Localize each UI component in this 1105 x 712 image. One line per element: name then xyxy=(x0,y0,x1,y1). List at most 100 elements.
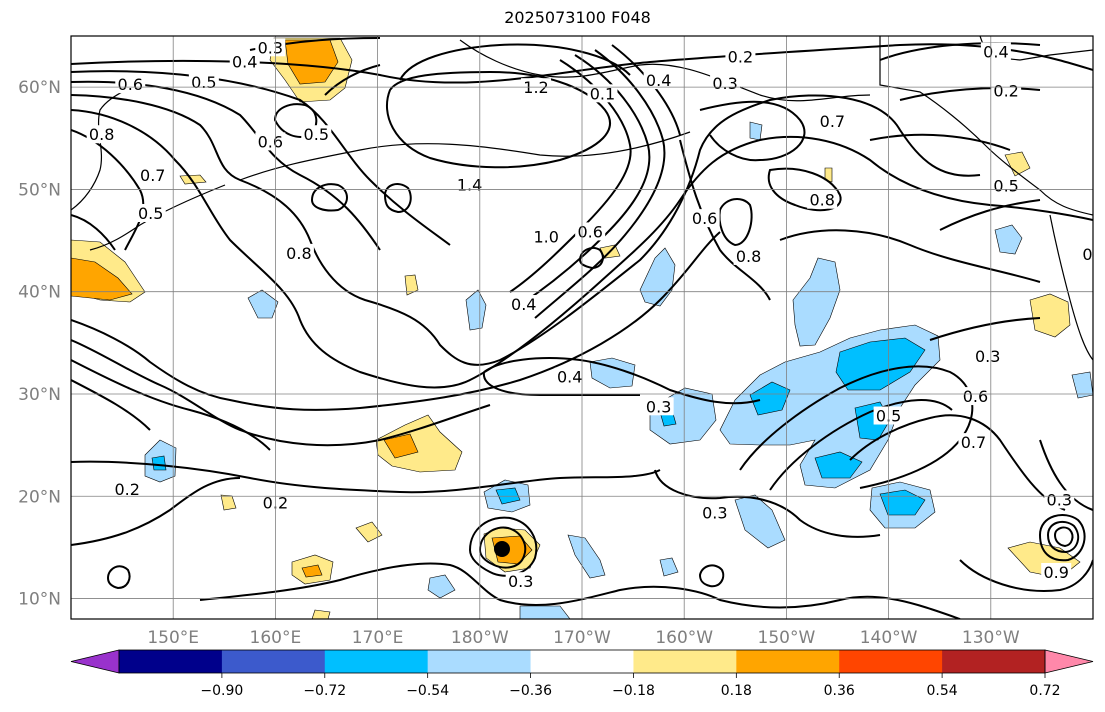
contour-line xyxy=(385,70,611,169)
contour-label-bg xyxy=(283,243,314,262)
contour-label: 0.3 xyxy=(508,572,533,591)
contour-line xyxy=(199,562,961,619)
contour-label-bg xyxy=(958,433,989,452)
contour-labels: 0.30.40.50.60.80.70.50.6 0.50.81.2 0.10.40… xyxy=(86,38,1105,591)
contour-label: 0.4 xyxy=(511,295,536,314)
contour-label-bg xyxy=(699,503,730,522)
contour-line xyxy=(482,371,640,397)
contour-label: 0.4 xyxy=(983,42,1008,61)
lat-tick-label: 60°N xyxy=(18,78,61,98)
shaded-area xyxy=(734,494,786,549)
lon-tick-label: 170°E xyxy=(352,628,404,648)
lon-tick-label: 160°W xyxy=(655,628,713,648)
contour-label: 0.9 xyxy=(1043,563,1068,582)
contour-label: 0.6 xyxy=(963,387,988,406)
lat-tick-label: 30°N xyxy=(18,385,61,405)
contour-label: 0.7 xyxy=(140,166,165,185)
contour-label-bg xyxy=(112,480,143,499)
contour-line xyxy=(71,460,661,494)
contour-label: 0.4 xyxy=(557,368,582,387)
lon-tick-label: 170°W xyxy=(553,628,611,648)
contour-label: 1.2 xyxy=(523,78,548,97)
contour-label-bg xyxy=(255,38,286,57)
shaded-area xyxy=(835,337,926,391)
contour-label-bg xyxy=(531,227,562,246)
contour-line xyxy=(699,100,806,162)
lon-tick-label: 130°W xyxy=(962,628,1020,648)
colorbar-segment xyxy=(839,650,943,673)
contour-label: 0.3 xyxy=(702,504,727,523)
contour-label: 0.5 xyxy=(304,125,329,144)
contour-line xyxy=(769,399,953,491)
contour-line xyxy=(929,317,1041,341)
contour-line xyxy=(1038,514,1086,562)
contour-label: 0.6 xyxy=(258,132,283,151)
contour-line xyxy=(698,564,725,588)
contour-label-bg xyxy=(454,175,485,194)
colorbar: −0.90 −0.72 −0.54 −0.36 −0.18 0.18 0.36 0.54 0.7… xyxy=(70,649,1094,699)
contour-label-bg xyxy=(255,132,286,151)
colorbar-extend-low xyxy=(70,649,120,674)
lon-tick-label: 150°E xyxy=(147,628,199,648)
contour-line xyxy=(534,49,666,319)
contour-line xyxy=(71,94,981,366)
shaded-negative-areas xyxy=(144,121,1093,619)
shaded-area xyxy=(151,455,167,471)
shaded-area xyxy=(301,564,323,578)
contour-label-bg xyxy=(643,71,674,90)
contour-label-bg xyxy=(710,74,741,93)
contour-line xyxy=(849,414,1066,511)
contour-line xyxy=(959,559,1093,592)
contour-line xyxy=(869,133,1011,151)
shaded-area xyxy=(792,257,841,347)
shaded-area xyxy=(311,609,331,619)
contour-line xyxy=(71,70,451,246)
contour-label: 0.2 xyxy=(993,81,1018,100)
contour-line xyxy=(578,247,604,270)
colorbar-tick-label: 0.18 xyxy=(721,683,752,699)
colorbar-tick-label: −0.72 xyxy=(303,683,346,699)
contour-label-bg xyxy=(587,84,618,103)
contour-label: 1.0 xyxy=(534,228,559,247)
coastline xyxy=(1049,214,1093,361)
shaded-area xyxy=(749,121,763,141)
colorbar-tick-label: −0.18 xyxy=(612,683,655,699)
contour-label: 0.4 xyxy=(646,71,671,90)
shaded-positive-areas xyxy=(71,37,1081,619)
contour-label: 0.1 xyxy=(590,84,615,103)
contour-label-bg xyxy=(807,190,838,209)
shaded-area xyxy=(220,494,237,511)
contour-label-bg xyxy=(575,222,606,241)
contour-line xyxy=(779,229,1041,283)
colorbar-segment xyxy=(530,650,634,673)
shaded-area xyxy=(589,357,636,389)
grid-lines xyxy=(71,36,1093,619)
contour-line xyxy=(399,43,631,81)
contour-line xyxy=(71,339,491,447)
contour-label: 0.3 xyxy=(258,38,283,57)
map-frame xyxy=(70,35,1094,620)
shaded-area xyxy=(179,174,207,185)
colorbar-tick-label: 0.36 xyxy=(824,683,855,699)
contour-line xyxy=(324,64,381,96)
contour-line xyxy=(1046,520,1080,554)
contour-label: 0.5 xyxy=(993,176,1018,195)
lat-tick-label: 40°N xyxy=(18,283,61,303)
contour-label: 0.3 xyxy=(712,74,737,93)
contour-label-bg xyxy=(301,125,332,144)
coastline xyxy=(459,39,871,102)
colorbar-extend-high xyxy=(1044,649,1094,674)
contour-label-bg xyxy=(554,367,585,386)
lat-tick-label: 10°N xyxy=(18,590,61,610)
contour-line xyxy=(71,477,241,546)
shaded-area xyxy=(519,605,571,619)
contour-label-bg xyxy=(1044,490,1075,509)
contour-label: 0.3 xyxy=(1082,245,1105,264)
contour-line xyxy=(71,379,151,431)
contour-line xyxy=(899,87,1041,101)
colorbar-tick-label: −0.54 xyxy=(406,683,449,699)
contour-line xyxy=(718,198,753,247)
colorbar-segment xyxy=(736,650,840,673)
contour-label: 0.2 xyxy=(728,48,753,67)
contour-label-bg xyxy=(817,111,848,130)
